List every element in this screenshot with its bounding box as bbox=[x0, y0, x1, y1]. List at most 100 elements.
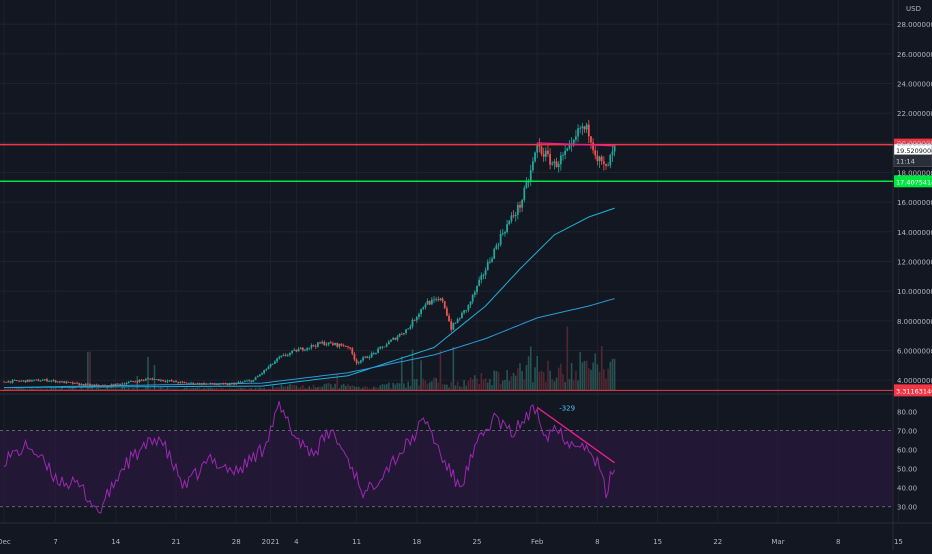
volume-bar bbox=[549, 370, 551, 390]
candle-body bbox=[84, 383, 87, 386]
level-price-tag bbox=[894, 384, 932, 397]
volume-bar bbox=[327, 382, 330, 390]
volume-bar bbox=[338, 388, 341, 390]
volume-bar bbox=[420, 360, 422, 390]
volume-bar bbox=[568, 379, 571, 390]
candle-body bbox=[155, 379, 158, 380]
candle-body bbox=[319, 342, 321, 344]
volume-bar bbox=[454, 385, 457, 390]
volume-bar bbox=[87, 351, 89, 390]
volume-bar bbox=[439, 350, 442, 390]
volume-bar bbox=[95, 388, 98, 390]
volume-bar bbox=[471, 379, 474, 390]
time-tick-label: 25 bbox=[473, 538, 482, 546]
candle-body bbox=[605, 163, 607, 166]
volume-bar bbox=[529, 346, 532, 390]
candle-body bbox=[301, 347, 304, 351]
volume-bar bbox=[398, 383, 401, 390]
volume-bar bbox=[603, 369, 605, 390]
candle-body bbox=[355, 359, 358, 364]
volume-bar bbox=[164, 389, 167, 390]
candle-body bbox=[598, 156, 601, 161]
volume-bar bbox=[437, 382, 440, 390]
volume-bar bbox=[362, 387, 364, 390]
candle-body bbox=[508, 220, 511, 225]
candle-body bbox=[89, 384, 91, 386]
rsi-tick-label: 30.00 bbox=[897, 504, 917, 512]
candle-body bbox=[542, 153, 545, 157]
volume-bar bbox=[110, 387, 113, 390]
candle-body bbox=[413, 319, 416, 321]
volume-bar bbox=[235, 389, 237, 390]
candle-body bbox=[547, 150, 549, 154]
volume-bar bbox=[140, 388, 143, 390]
candle-body bbox=[387, 341, 390, 345]
volume-bar bbox=[13, 387, 16, 390]
candle-body bbox=[553, 161, 556, 164]
volume-bar bbox=[572, 380, 575, 390]
candle-body bbox=[613, 145, 616, 152]
volume-bar bbox=[63, 389, 65, 390]
candle-body bbox=[415, 317, 418, 321]
volume-bar bbox=[579, 352, 581, 390]
volume-bar bbox=[201, 389, 203, 390]
candle-body bbox=[250, 380, 253, 382]
volume-bar bbox=[375, 387, 377, 390]
volume-bar bbox=[538, 371, 541, 390]
volume-bar bbox=[366, 387, 369, 390]
volume-bar bbox=[484, 378, 487, 390]
candle-body bbox=[207, 383, 210, 385]
candle-body bbox=[446, 308, 448, 316]
volume-bar bbox=[271, 385, 274, 390]
volume-bar bbox=[293, 385, 296, 390]
volume-bar bbox=[476, 378, 478, 390]
volume-bar bbox=[259, 387, 261, 390]
volume-bar bbox=[91, 387, 93, 390]
volume-bar bbox=[467, 380, 470, 390]
candle-body bbox=[280, 355, 283, 357]
volume-bar bbox=[65, 389, 68, 390]
candle-body bbox=[607, 165, 610, 167]
candle-body bbox=[97, 384, 100, 386]
candle-body bbox=[151, 378, 154, 380]
candle-body bbox=[196, 383, 199, 385]
volume-bar bbox=[48, 388, 50, 390]
candle-body bbox=[71, 382, 74, 384]
volume-bar bbox=[325, 383, 328, 390]
candle-body bbox=[54, 380, 57, 383]
volume-bar bbox=[433, 377, 435, 390]
volume-bar bbox=[452, 346, 455, 390]
volume-bar bbox=[170, 388, 173, 390]
candle-body bbox=[168, 380, 171, 382]
candle-body bbox=[523, 187, 526, 200]
volume-bar bbox=[349, 386, 351, 390]
volume-bar bbox=[551, 378, 554, 390]
candle-body bbox=[297, 349, 300, 352]
candle-body bbox=[536, 143, 539, 153]
candle-body bbox=[504, 231, 506, 234]
volume-bar bbox=[592, 362, 594, 390]
volume-bar bbox=[297, 387, 300, 390]
volume-bar bbox=[489, 378, 491, 390]
candle-body bbox=[433, 299, 435, 301]
candle-body bbox=[256, 376, 259, 378]
candle-body bbox=[123, 383, 126, 385]
volume-bar bbox=[480, 373, 483, 390]
candle-body bbox=[422, 307, 425, 310]
candle-body bbox=[403, 333, 405, 335]
candle-body bbox=[353, 353, 356, 360]
volume-bar bbox=[345, 385, 347, 390]
volume-bar bbox=[390, 388, 392, 390]
volume-bar bbox=[82, 388, 85, 390]
volume-bar bbox=[31, 388, 33, 390]
candle-body bbox=[437, 299, 440, 301]
volume-bar bbox=[211, 388, 214, 390]
candle-body bbox=[407, 328, 410, 330]
volume-bar bbox=[213, 388, 216, 390]
candle-body bbox=[532, 161, 534, 171]
candle-body bbox=[340, 343, 343, 346]
horizontal-levels[interactable]: 19.8838401517.407541443.3116314619.52090… bbox=[0, 138, 932, 397]
volume-bar bbox=[16, 387, 18, 390]
